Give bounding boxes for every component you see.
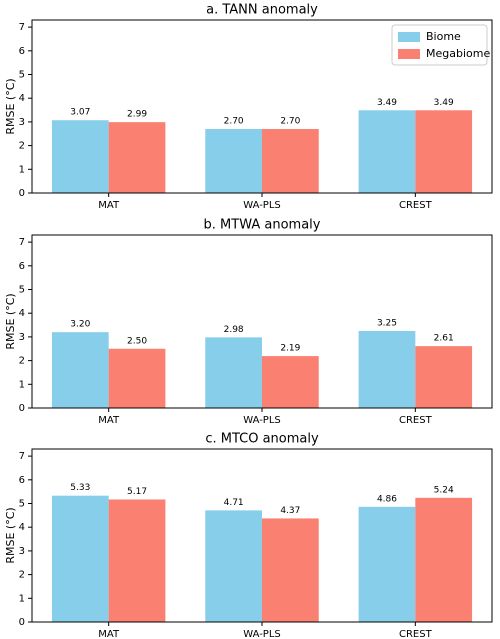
y-tick-label: 1 <box>19 593 25 604</box>
bar <box>108 122 166 193</box>
bar <box>205 337 262 408</box>
data-label: 3.49 <box>377 98 397 108</box>
y-tick-label: 2 <box>19 570 25 581</box>
chart-title: b. MTWA anomaly <box>204 218 321 233</box>
legend-swatch <box>398 32 420 42</box>
data-label: 5.17 <box>127 487 147 497</box>
x-tick-label: WA-PLS <box>243 200 281 211</box>
x-tick-label: WA-PLS <box>243 629 281 639</box>
y-tick-label: 1 <box>19 379 25 390</box>
bar <box>358 506 416 622</box>
data-label: 2.61 <box>434 334 454 344</box>
y-tick-label: 4 <box>19 93 25 104</box>
data-label: 2.98 <box>224 325 244 335</box>
y-axis-label: RMSE (°C) <box>4 293 17 349</box>
data-label: 5.33 <box>70 483 90 493</box>
data-label: 2.50 <box>127 336 147 346</box>
data-label: 4.71 <box>224 498 244 508</box>
y-tick-label: 0 <box>19 617 25 628</box>
y-tick-label: 0 <box>19 188 25 199</box>
x-tick-label: CREST <box>399 629 433 639</box>
bar <box>51 120 109 193</box>
x-tick-label: CREST <box>399 200 433 211</box>
bar <box>108 499 166 622</box>
y-tick-label: 5 <box>19 499 25 510</box>
y-tick-label: 4 <box>19 522 25 533</box>
y-tick-label: 0 <box>19 403 25 414</box>
y-tick-label: 4 <box>19 308 25 319</box>
data-label: 4.86 <box>377 494 397 504</box>
y-tick-label: 7 <box>19 237 25 248</box>
x-tick-label: MAT <box>98 415 120 426</box>
data-label: 3.07 <box>70 108 90 118</box>
bar <box>51 495 109 622</box>
bar <box>415 110 473 193</box>
chart-title: c. MTCO anomaly <box>205 432 319 447</box>
y-tick-label: 3 <box>19 117 25 128</box>
data-label: 3.25 <box>377 318 397 328</box>
y-tick-label: 7 <box>19 451 25 462</box>
data-label: 4.37 <box>280 506 300 516</box>
bar <box>205 510 262 622</box>
y-tick-label: 3 <box>19 546 25 557</box>
data-label: 2.70 <box>280 117 300 127</box>
bar <box>51 332 109 408</box>
y-tick-label: 2 <box>19 356 25 367</box>
legend-swatch <box>398 49 420 59</box>
y-tick-label: 5 <box>19 70 25 81</box>
x-tick-label: WA-PLS <box>243 415 281 426</box>
y-axis-label: RMSE (°C) <box>4 507 17 563</box>
y-tick-label: 6 <box>19 46 25 57</box>
data-label: 2.99 <box>127 110 147 120</box>
bar <box>358 110 416 193</box>
chart-title: a. TANN anomaly <box>206 3 318 18</box>
bar <box>262 129 319 193</box>
legend-label: Biome <box>426 30 461 43</box>
axes-frame <box>31 19 493 194</box>
bar <box>108 348 166 408</box>
x-tick-label: MAT <box>98 629 120 639</box>
bar <box>262 356 319 408</box>
axes-frame <box>31 234 493 409</box>
bar <box>358 330 416 408</box>
y-tick-label: 7 <box>19 22 25 33</box>
x-tick-label: MAT <box>98 200 120 211</box>
data-label: 3.49 <box>434 98 454 108</box>
y-tick-label: 3 <box>19 332 25 343</box>
bar <box>415 346 473 408</box>
y-tick-label: 5 <box>19 285 25 296</box>
data-label: 3.20 <box>70 320 90 330</box>
y-axis-label: RMSE (°C) <box>4 78 17 134</box>
x-tick-label: CREST <box>399 415 433 426</box>
data-label: 5.24 <box>434 485 454 495</box>
y-tick-label: 1 <box>19 164 25 175</box>
legend-label: Megabiome <box>426 47 490 60</box>
axes-frame <box>31 448 493 623</box>
data-label: 2.70 <box>224 117 244 127</box>
bar <box>205 129 262 193</box>
y-tick-label: 6 <box>19 261 25 272</box>
bar <box>262 518 319 622</box>
y-tick-label: 2 <box>19 141 25 152</box>
y-tick-label: 6 <box>19 475 25 486</box>
bar <box>415 497 473 622</box>
data-label: 2.19 <box>280 344 300 354</box>
